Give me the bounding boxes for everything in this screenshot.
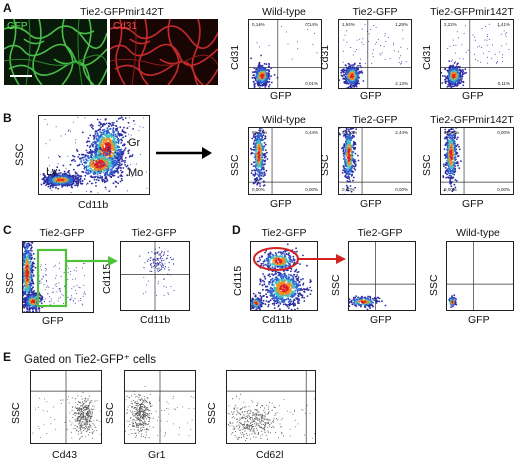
panel-letter-a: A — [3, 1, 12, 15]
a-plot1-xlabel: GFP — [270, 90, 292, 102]
b-flow-plot-tie2gfp: 97,13% 2,44% 0,00% 0,00% — [338, 127, 412, 195]
d-plot2-xlabel: GFP — [370, 314, 392, 326]
c-plot1-xlabel: GFP — [42, 315, 64, 327]
a-plot1-ylabel: Cd31 — [229, 44, 241, 70]
a-plot2-title: Tie2-GFP — [352, 6, 398, 18]
e-plot3-xlabel: Cd62l — [256, 449, 284, 461]
b-flow-plot-wildtype: 99,44% 0,44% 0,00% 0,00% — [248, 127, 322, 195]
d-plot1-title: Tie2-GFP — [261, 227, 307, 239]
d-plot1-ylabel: Cd115 — [232, 265, 244, 296]
svg-text:0,00%: 0,00% — [305, 187, 318, 192]
d-gate-overlay — [253, 247, 346, 271]
c-plot1-title: Tie2-GFP — [39, 227, 85, 239]
d-flow-plot-cd115-cd11b — [250, 241, 318, 311]
b-plot1-ylabel: SSC — [229, 154, 241, 176]
d-plot1-xlabel: Cd11b — [262, 314, 293, 326]
e-plot2-xlabel: Gr1 — [148, 449, 166, 461]
e-flow-plot-cd43 — [30, 370, 102, 444]
a-plot3-ylabel: Cd31 — [421, 44, 433, 70]
d-plot3-ylabel: SSC — [428, 274, 440, 296]
micrograph-title: Tie2-GFPmir142T — [80, 6, 164, 18]
svg-text:0,00%: 0,00% — [497, 187, 510, 192]
d-plot3-xlabel: GFP — [468, 314, 490, 326]
c-gate-overlay — [36, 248, 118, 308]
b-plot2-ylabel: SSC — [319, 154, 331, 176]
e-heading: Gated on Tie2-GFP⁺ cells — [24, 354, 156, 366]
d-flow-plot-tie2gfp-ssc — [348, 241, 416, 311]
svg-text:0,00%: 0,00% — [395, 187, 408, 192]
e-flow-plot-gr1 — [124, 370, 196, 444]
b-plot3-ylabel: SSC — [421, 154, 433, 176]
a-flow-plot-wildtype: 0,14% 0,14% 0,01% — [248, 19, 322, 89]
b-arrow — [156, 147, 212, 159]
b-plot1-xlabel: GFP — [270, 198, 292, 210]
svg-text:0,14%: 0,14% — [305, 22, 318, 27]
svg-text:2,22%: 2,22% — [444, 22, 457, 27]
svg-text:0,00%: 0,00% — [444, 187, 457, 192]
c-plot2-xlabel: Cd11b — [140, 314, 171, 326]
svg-text:0,00%: 0,00% — [252, 187, 265, 192]
gfp-micrograph: GFP — [4, 19, 107, 85]
a-plot2-ylabel: Cd31 — [319, 44, 331, 70]
b-plot2-xlabel: GFP — [360, 198, 382, 210]
e-flow-plot-cd62l — [226, 370, 316, 444]
svg-text:99,44%: 99,44% — [252, 130, 267, 135]
b-main-ylabel: SSC — [14, 143, 26, 166]
panel-letter-d: D — [232, 223, 241, 237]
c-flow-plot-ssc-gfp — [22, 241, 94, 313]
b-plot2-title: Tie2-GFP — [352, 114, 398, 126]
b-plot3-title: Tie2-GFPmir142T — [430, 114, 514, 126]
cd31-micrograph: Cd31 — [110, 19, 218, 85]
e-plot1-xlabel: Cd43 — [52, 449, 78, 461]
svg-text:0,14%: 0,14% — [252, 22, 265, 27]
svg-text:0,00%: 0,00% — [342, 187, 355, 192]
b-main-xlabel: Cd11b — [78, 199, 109, 211]
b-plot1-title: Wild-type — [262, 114, 306, 126]
svg-text:0,44%: 0,44% — [305, 130, 318, 135]
a-flow-plot-tie2gfp: 1,94% 1,28% 2,13% — [338, 19, 412, 89]
c-plot1-ylabel: SSC — [4, 272, 16, 294]
e-plot3-ylabel: SSC — [206, 402, 218, 424]
a-plot2-xlabel: GFP — [360, 90, 382, 102]
d-flow-plot-wildtype-ssc — [446, 241, 514, 311]
svg-text:1,28%: 1,28% — [395, 22, 408, 27]
e-plot1-ylabel: SSC — [10, 402, 22, 424]
b-plot3-xlabel: GFP — [462, 198, 484, 210]
a-plot3-xlabel: GFP — [462, 90, 484, 102]
gfp-channel-label: GFP — [7, 21, 28, 32]
svg-text:1,41%: 1,41% — [497, 22, 510, 27]
svg-text:1,94%: 1,94% — [342, 22, 355, 27]
svg-text:2,44%: 2,44% — [395, 130, 408, 135]
panel-letter-c: C — [3, 223, 12, 237]
svg-text:97,13%: 97,13% — [342, 130, 357, 135]
gate-label-ly: Ly — [46, 166, 58, 178]
b-flow-plot-mir142t: 99,90% 0,00% 0,00% 0,00% — [440, 127, 514, 195]
svg-text:0,01%: 0,01% — [305, 81, 318, 86]
svg-text:0,11%: 0,11% — [498, 81, 510, 86]
c-flow-plot-cd115-cd11b — [120, 241, 190, 311]
gate-label-gr: Gr — [128, 137, 141, 149]
d-plot2-title: Tie2-GFP — [357, 227, 403, 239]
d-plot3-title: Wild-type — [456, 227, 500, 239]
panel-letter-e: E — [3, 350, 12, 364]
c-plot2-title: Tie2-GFP — [131, 227, 177, 239]
b-main-scatter — [38, 115, 150, 195]
e-plot2-ylabel: SSC — [104, 402, 116, 424]
svg-text:99,90%: 99,90% — [444, 130, 459, 135]
cd31-channel-label: Cd31 — [113, 21, 137, 32]
svg-text:2,13%: 2,13% — [395, 81, 408, 86]
a-plot1-title: Wild-type — [262, 6, 306, 18]
svg-text:0,00%: 0,00% — [497, 130, 510, 135]
gate-label-mo: Mo — [128, 167, 144, 179]
panel-letter-b: B — [3, 111, 12, 125]
a-plot3-title: Tie2-GFPmir142T — [430, 6, 514, 18]
a-flow-plot-mir142t: 2,22% 1,41% 0,11% — [440, 19, 514, 89]
